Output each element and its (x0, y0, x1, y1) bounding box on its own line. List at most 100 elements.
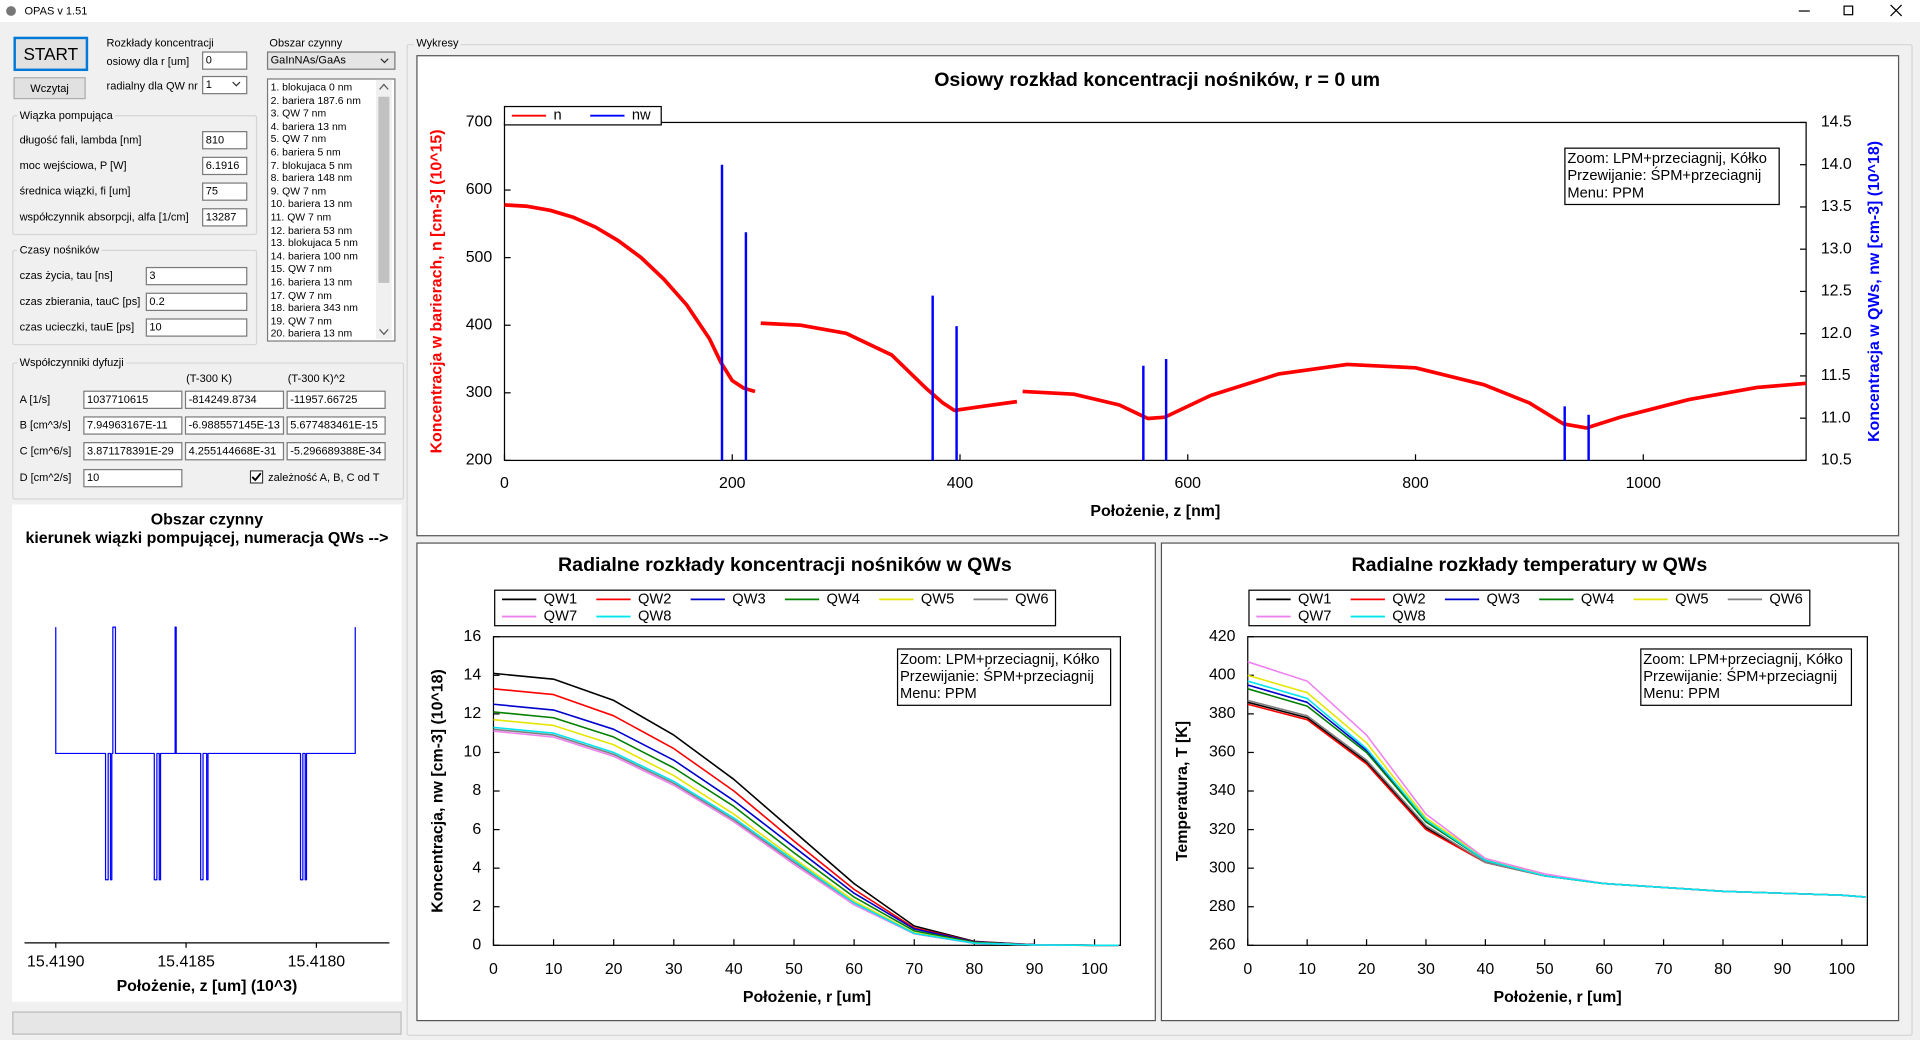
chart-title: Obszar czynny (151, 512, 263, 529)
label: moc wejściowa, P [W] (19, 159, 127, 172)
list-item[interactable]: 5. QW 7 nm (270, 132, 327, 145)
annotation: Przewijanie: ŚPM+przeciagnij (1567, 166, 1761, 184)
list-item[interactable]: 8. bariera 148 nm (270, 171, 353, 184)
x-tick-label: 10 (545, 961, 563, 978)
annotation: Menu: PPM (1643, 686, 1720, 702)
text-input[interactable]: 10 (83, 468, 183, 488)
scrollbar[interactable] (375, 79, 392, 340)
series-line (493, 730, 1119, 947)
legend-box (494, 589, 1057, 627)
x-tick-label: 0 (489, 961, 498, 978)
scroll-up[interactable] (379, 83, 389, 90)
list-item[interactable]: 1. blokujaca 0 nm (270, 80, 353, 94)
list-item[interactable]: 13. blokujaca 5 nm (270, 236, 358, 249)
series-line (493, 703, 1119, 947)
text-input[interactable]: -11957.66725 (286, 390, 386, 409)
text-input[interactable]: 6.1916 (202, 156, 248, 176)
checkbox-label: zależność A, B, C od T (268, 471, 380, 484)
scroll-down[interactable] (379, 328, 389, 336)
series-line (493, 728, 1119, 947)
text-input[interactable]: 0.2 (145, 292, 248, 312)
x-tick-label: 90 (1774, 961, 1792, 978)
text-input[interactable]: 1037710615 (83, 390, 183, 409)
series-line (493, 711, 1119, 947)
list-item[interactable]: 12. bariera 53 nm (270, 223, 353, 236)
x-tick-label: 15.4185 (157, 954, 215, 971)
scroll-thumb[interactable] (378, 96, 390, 283)
series-line (493, 688, 1119, 947)
chart-panel (416, 55, 1900, 537)
y2-tick-label: 11.5 (1821, 367, 1851, 384)
group-title: Współczynniki dyfuzji (17, 355, 127, 370)
text-input[interactable]: 75 (202, 182, 248, 201)
legend-box (1248, 589, 1811, 627)
text-input[interactable]: 7.94963167E-11 (83, 416, 183, 435)
dropdown-arrow (232, 81, 241, 87)
x-tick-label: 100 (1829, 961, 1856, 978)
list-item[interactable]: 11. QW 7 nm (270, 210, 332, 223)
chart-title: Osiowy rozkład koncentracji nośników, r … (934, 69, 1380, 91)
x-tick-label: 400 (947, 475, 974, 492)
start-button[interactable]: START (13, 36, 89, 72)
y-axis-label: Koncentracja, nw [cm-3] (10^18) (430, 669, 447, 913)
load-button[interactable]: Wczytaj (13, 77, 86, 100)
list-item[interactable]: 18. bariera 343 nm (270, 301, 358, 314)
list-item[interactable]: 17. QW 7 nm (270, 288, 332, 301)
text-input[interactable]: 13287 (202, 208, 248, 227)
list-item[interactable]: 9. QW 7 nm (270, 184, 327, 197)
series-line (493, 672, 1119, 947)
y-axis-label: Temperatura, T [K] (1174, 721, 1191, 861)
text-input[interactable]: 810 (202, 131, 248, 150)
y-tick-label: 600 (466, 181, 493, 198)
annotation: Zoom: LPM+przeciagnij, Kółko (1567, 151, 1767, 167)
list-item[interactable]: 19. QW 7 nm (270, 314, 332, 327)
series-line (1247, 674, 1866, 898)
x-axis-label: Położenie, z [nm] (1090, 503, 1220, 520)
text-input[interactable]: 10 (145, 318, 248, 337)
x-tick-label: 30 (1417, 961, 1435, 978)
list-item[interactable]: 3. QW 7 nm (270, 106, 327, 120)
text-input[interactable]: 4.255144668E-31 (184, 442, 285, 461)
list-item[interactable]: 14. bariera 100 nm (270, 249, 358, 262)
annotation: Przewijanie: ŚPM+przeciagnij (900, 667, 1094, 685)
text-input[interactable]: -6.988557145E-13 (184, 416, 285, 435)
list-item[interactable]: 10. bariera 13 nm (270, 197, 353, 210)
text-input[interactable]: -5.296689388E-34 (286, 442, 386, 461)
text-input[interactable]: 5.677483461E-15 (286, 416, 386, 435)
list-item[interactable]: 20. bariera 13 nm (270, 327, 353, 340)
legend-label: QW4 (1581, 591, 1614, 607)
label: czas ucieczki, tauE [ps] (19, 320, 135, 334)
window-title: OPAS v 1.51 (24, 4, 88, 18)
list-item[interactable]: 16. bariera 13 nm (270, 275, 353, 288)
text-input[interactable]: 3 (145, 266, 248, 286)
list-item[interactable]: 15. QW 7 nm (270, 262, 332, 275)
list-item[interactable]: 4. bariera 13 nm (270, 119, 347, 132)
x-tick-label: 0 (500, 475, 509, 492)
close-button[interactable] (1890, 4, 1903, 17)
y-tick-label: 10 (464, 744, 482, 761)
legend-label: QW3 (732, 591, 765, 607)
list-item[interactable]: 2. bariera 187.6 nm (270, 93, 361, 107)
chart-title: Radialne rozkłady koncentracji nośników … (558, 554, 1012, 576)
x-tick-label: 70 (1655, 961, 1673, 978)
list-item[interactable]: 7. blokujaca 5 nm (270, 158, 353, 171)
x-tick-label: 50 (785, 961, 803, 978)
x-tick-label: 10 (1298, 961, 1316, 978)
y-tick-label: 4 (472, 859, 481, 876)
y-tick-label: 260 (1209, 937, 1236, 954)
text-input[interactable]: 0 (202, 51, 248, 70)
text-input[interactable]: 3.871178391E-29 (83, 442, 183, 461)
maximize-button[interactable] (1843, 5, 1854, 16)
select[interactable]: 1 (202, 75, 248, 95)
text-input[interactable]: -814249.8734 (184, 390, 285, 409)
list-box[interactable]: 1. blokujaca 0 nm 2. bariera 187.6 nm 3. Q… (266, 78, 396, 342)
y-axis-label: Koncentracja w barierach, n [cm-3] (10^1… (428, 129, 445, 453)
x-tick-label: 80 (965, 961, 983, 978)
checkbox[interactable] (249, 470, 264, 484)
select[interactable]: GaInNAs/GaAs (266, 51, 396, 70)
list-item[interactable]: 6. bariera 5 nm (270, 145, 341, 158)
legend-label: QW4 (827, 591, 860, 607)
x-tick-label: 600 (1174, 475, 1201, 492)
y2-tick-label: 12.5 (1821, 283, 1852, 300)
